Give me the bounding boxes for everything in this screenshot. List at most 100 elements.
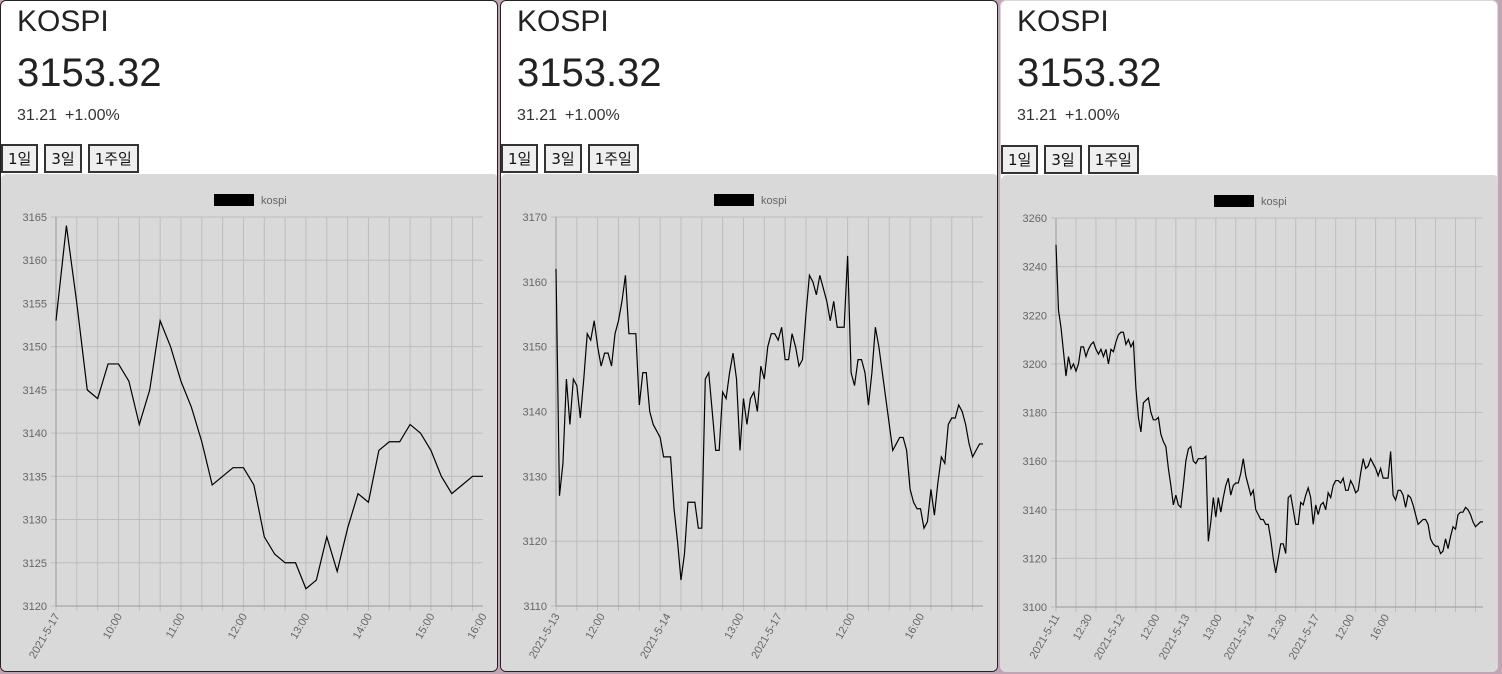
x-tick-label: 16:00	[465, 612, 489, 642]
series-line-kospi	[55, 225, 483, 590]
legend: kospi	[1214, 195, 1287, 208]
x-tick-label: 2021-5-11	[1028, 613, 1063, 662]
x-tick-label: 2021-5-14	[1222, 613, 1257, 662]
legend-label: kospi	[761, 195, 787, 207]
period-3day-button[interactable]: 3일	[544, 144, 582, 173]
change-amount: 31.21	[1017, 107, 1058, 124]
x-tick-label: 12:00	[226, 612, 250, 642]
y-tick-label: 3260	[1023, 213, 1047, 225]
change-amount: 31.21	[17, 107, 58, 124]
y-tick-label: 3200	[1023, 359, 1047, 371]
chart-area: 3100 3120 3140 3160 3180 3200 3220 3240 3260 2021…	[1001, 175, 1497, 671]
y-tick-label: 3180	[1023, 408, 1047, 420]
x-tick-label: 2021-5-13	[1157, 613, 1192, 662]
period-1day-button[interactable]: 1일	[501, 144, 539, 173]
x-tick-label: 16:00	[903, 612, 927, 642]
x-tick-label: 14:00	[351, 612, 375, 642]
y-tick-label: 3145	[23, 385, 47, 397]
y-tick-label: 3150	[23, 342, 47, 354]
legend-swatch	[714, 194, 754, 206]
price-line-chart: 3110 3120 3130 3140 3150 3160 3170 2021-5-13 12:…	[523, 194, 983, 661]
x-tick-label: 2021-5-17	[27, 612, 62, 661]
price-line-chart: 3120 3125 3130 3135 3140 3145 3150 3155 3160 3165…	[23, 194, 490, 661]
y-tick-label: 3140	[1023, 505, 1047, 517]
change-percent: +1.00%	[65, 107, 120, 124]
ticker-name: KOSPI	[1017, 5, 1109, 38]
x-tick-label: 12:00	[584, 612, 608, 642]
x-tick-label: 2021-5-13	[527, 612, 562, 661]
y-tick-label: 3170	[523, 212, 547, 224]
change-percent: +1.00%	[1065, 107, 1120, 124]
x-tick-label: 2021-5-12	[1092, 613, 1127, 662]
y-tick-label: 3130	[23, 515, 47, 527]
period-1week-button[interactable]: 1주일	[1087, 145, 1139, 174]
legend: kospi	[214, 194, 287, 207]
stock-card: KOSPI 3153.32 31.21 +1.00% 1일 3일 1주일 3100…	[1000, 0, 1498, 672]
period-selector: 1일 3일 1주일	[1, 144, 139, 173]
x-tick-label: 2021-5-17	[749, 612, 784, 661]
y-tick-label: 3125	[23, 558, 47, 570]
x-tick-label: 12:00	[1138, 613, 1162, 643]
y-tick-label: 3240	[1023, 262, 1047, 274]
y-tick-label: 3155	[23, 298, 47, 310]
y-tick-label: 3160	[23, 255, 47, 267]
legend-swatch	[214, 194, 254, 206]
y-tick-label: 3140	[23, 428, 47, 440]
series-line-kospi	[555, 255, 983, 581]
x-tick-label: 16:00	[1368, 613, 1392, 643]
y-tick-label: 3150	[523, 342, 547, 354]
period-selector: 1일 3일 1주일	[501, 144, 639, 173]
x-tick-label: 2021-5-17	[1287, 613, 1322, 662]
period-3day-button[interactable]: 3일	[44, 144, 82, 173]
x-tick-label: 2021-5-14	[638, 612, 673, 661]
y-tick-label: 3160	[523, 277, 547, 289]
chart-area: 3120 3125 3130 3135 3140 3145 3150 3155 3160 3165…	[1, 174, 497, 671]
period-1week-button[interactable]: 1주일	[587, 144, 639, 173]
x-tick-label: 11:00	[164, 612, 188, 641]
legend-label: kospi	[1261, 196, 1287, 208]
x-tick-label: 13:00	[1201, 613, 1225, 643]
y-tick-label: 3160	[1023, 456, 1047, 468]
ticker-name: KOSPI	[517, 5, 609, 38]
period-1day-button[interactable]: 1일	[1001, 145, 1039, 174]
x-tick-label: 10:00	[101, 612, 125, 642]
current-price: 3153.32	[17, 51, 162, 95]
x-tick-label: 13:00	[288, 612, 312, 642]
price-change: 31.21 +1.00%	[17, 107, 128, 125]
stock-card: KOSPI 3153.32 31.21 +1.00% 1일 3일 1주일 3110…	[500, 0, 998, 672]
period-1day-button[interactable]: 1일	[1, 144, 39, 173]
y-tick-label: 3165	[23, 212, 47, 224]
x-tick-label: 13:00	[722, 612, 746, 642]
price-change: 31.21 +1.00%	[1017, 107, 1128, 125]
y-tick-label: 3120	[23, 601, 47, 613]
y-tick-label: 3110	[523, 601, 547, 613]
period-selector: 1일 3일 1주일	[1001, 145, 1139, 174]
legend: kospi	[714, 194, 787, 207]
x-tick-label: 12:30	[1266, 613, 1290, 643]
price-line-chart: 3100 3120 3140 3160 3180 3200 3220 3240 3260 2021…	[1023, 195, 1483, 662]
legend-label: kospi	[261, 195, 287, 207]
y-tick-label: 3120	[523, 536, 547, 548]
change-amount: 31.21	[517, 107, 558, 124]
current-price: 3153.32	[517, 51, 662, 95]
y-tick-label: 3220	[1023, 310, 1047, 322]
price-change: 31.21 +1.00%	[517, 107, 628, 125]
ticker-name: KOSPI	[17, 5, 109, 38]
stock-card: KOSPI 3153.32 31.21 +1.00% 1일 3일 1주일 3120…	[0, 0, 498, 672]
legend-swatch	[1214, 195, 1254, 207]
y-tick-label: 3140	[523, 407, 547, 419]
x-tick-label: 12:00	[834, 612, 858, 642]
change-percent: +1.00%	[565, 107, 620, 124]
x-tick-label: 12:30	[1071, 613, 1095, 643]
period-3day-button[interactable]: 3일	[1044, 145, 1082, 174]
chart-area: 3110 3120 3130 3140 3150 3160 3170 2021-5-13 12:…	[501, 174, 997, 671]
y-tick-label: 3100	[1023, 602, 1047, 614]
x-tick-label: 12:00	[1333, 613, 1357, 643]
series-line-kospi	[1055, 244, 1483, 574]
y-tick-label: 3120	[1023, 553, 1047, 565]
x-tick-label: 15:00	[413, 612, 437, 642]
current-price: 3153.32	[1017, 51, 1162, 95]
period-1week-button[interactable]: 1주일	[87, 144, 139, 173]
y-tick-label: 3135	[23, 471, 47, 483]
y-tick-label: 3130	[523, 471, 547, 483]
